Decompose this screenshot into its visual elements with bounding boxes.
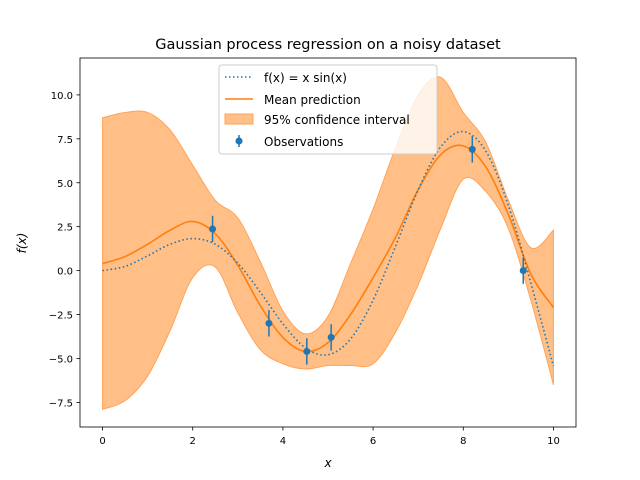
y-tick-label: 10.0 [51,91,73,102]
observation-point [209,225,217,233]
x-axis-label: x [323,456,332,470]
y-tick-label: 5.0 [57,179,73,190]
legend-true-function-label: f(x) = x sin(x) [264,71,347,85]
y-tick-label: 2.5 [57,223,73,234]
legend: f(x) = x sin(x) Mean prediction 95% conf… [218,64,438,155]
plot-area [102,76,555,411]
observation-point [468,145,476,153]
legend-obs-label: Observations [264,135,343,149]
observation-point [519,267,527,275]
x-tick-label: 2 [190,436,196,447]
legend-mean-label: Mean prediction [264,93,361,107]
legend-ci-label: 95% confidence interval [264,113,410,127]
legend-ci-swatch [224,113,254,125]
chart-title: Gaussian process regression on a noisy d… [155,37,501,53]
observation-point [327,333,335,341]
true-function-line [102,130,555,367]
legend-box [218,64,438,155]
y-axis-label: f(x) [15,233,29,254]
legend-obs-marker [235,137,243,145]
y-tick-label: 0.0 [57,267,73,278]
y-tick-label: −2.5 [49,311,73,322]
axes-frame [79,57,577,428]
y-tick-label: −5.0 [49,354,73,365]
mean-prediction-line [102,144,555,353]
x-ticks: 0 2 4 6 8 10 [99,427,560,447]
observation-point [265,319,273,327]
y-tick-label: −7.5 [49,398,73,409]
confidence-interval-band [102,76,554,411]
x-tick-label: 8 [460,436,466,447]
x-tick-label: 0 [99,436,105,447]
y-tick-label: 7.5 [57,135,73,146]
x-tick-label: 6 [370,436,376,447]
x-tick-label: 4 [280,436,286,447]
observation-point [303,347,311,355]
x-tick-label: 10 [547,436,560,447]
y-ticks: −7.5 −5.0 −2.5 0.0 2.5 5.0 7.5 10.0 [49,91,80,409]
